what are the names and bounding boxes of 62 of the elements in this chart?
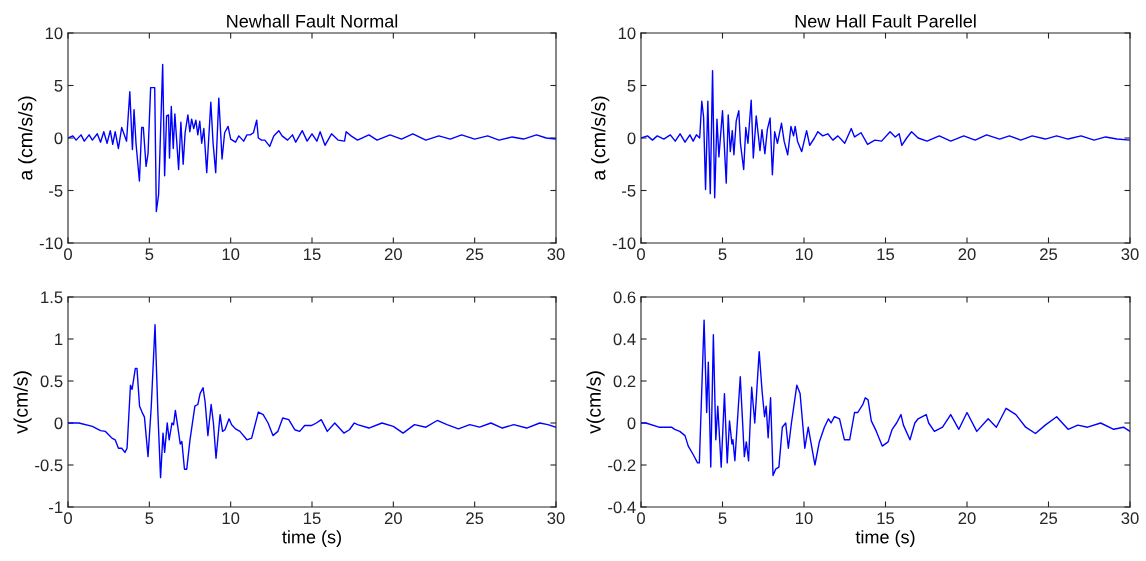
y-axis-title: v(cm/s): [13, 371, 32, 434]
y-tick-label: 0: [627, 132, 636, 145]
x-tick-label: 15: [304, 248, 321, 261]
y-tick-label: 5: [627, 80, 636, 92]
y-tick-label: -0.2: [608, 459, 636, 472]
x-tick-label: 10: [796, 248, 813, 261]
y-tick-label: 10: [45, 27, 63, 40]
x-tick-label: 30: [547, 248, 565, 261]
y-axis-title: v(cm/s): [586, 371, 605, 434]
x-tick-label: 0: [637, 512, 645, 525]
x-tick-label: 30: [1121, 248, 1139, 261]
line-series: [641, 70, 1130, 199]
y-tick-label: -1: [49, 501, 63, 514]
x-tick-label: 20: [958, 248, 976, 261]
x-tick-label: 15: [877, 512, 895, 525]
x-tick-label: 10: [796, 512, 813, 525]
x-tick-label: 20: [384, 248, 402, 261]
x-tick-label: 5: [145, 248, 154, 261]
y-axis-title: a (cm/s/s): [591, 96, 610, 180]
x-tick-label: 30: [1121, 512, 1139, 525]
y-tick-label: -10: [39, 237, 63, 250]
y-tick-label: 0: [627, 417, 636, 430]
y-tick-label: 0.4: [613, 333, 636, 346]
x-axis-title: time (s): [282, 530, 341, 547]
y-tick-label: 0: [54, 132, 63, 145]
line-series: [68, 63, 556, 213]
x-axis-title: time (s): [855, 530, 915, 547]
y-tick-label: -10: [612, 237, 636, 250]
y-axis-title: a (cm/s/s): [18, 96, 37, 180]
y-tick-label: 0.5: [40, 375, 63, 388]
y-tick-label: 5: [54, 80, 63, 92]
y-tick-label: 1.5: [41, 291, 63, 304]
x-tick-label: 5: [145, 512, 154, 525]
chart-title: New Hall Fault Parellel: [795, 14, 976, 28]
x-tick-label: 15: [304, 512, 321, 525]
y-tick-label: 0: [54, 417, 63, 430]
y-tick-label: -5: [622, 185, 636, 197]
x-tick-label: 25: [466, 248, 484, 261]
x-tick-label: 0: [64, 512, 72, 525]
x-tick-label: 25: [1040, 512, 1058, 525]
y-tick-label: 0.2: [613, 375, 636, 388]
x-tick-label: 5: [718, 512, 727, 525]
y-tick-label: -0.4: [608, 501, 636, 514]
chart-title: Newhall Fault Normal: [227, 14, 398, 28]
x-tick-label: 0: [637, 248, 645, 261]
x-tick-label: 25: [466, 512, 484, 525]
x-tick-label: 25: [1040, 248, 1058, 261]
x-tick-label: 10: [222, 512, 240, 525]
y-tick-label: 1: [55, 333, 63, 346]
y-tick-label: -5: [49, 185, 63, 197]
x-tick-label: 15: [877, 248, 895, 261]
x-tick-label: 30: [547, 512, 565, 525]
x-tick-label: 20: [384, 512, 402, 525]
x-tick-label: 10: [222, 248, 240, 261]
x-tick-label: 0: [64, 248, 72, 261]
line-series: [68, 324, 556, 479]
x-tick-label: 5: [718, 248, 727, 261]
x-tick-label: 20: [958, 512, 976, 525]
y-tick-label: 10: [618, 27, 636, 40]
y-tick-label: -0.5: [35, 459, 63, 472]
line-series: [641, 319, 1130, 477]
y-tick-label: 0.6: [613, 291, 636, 304]
